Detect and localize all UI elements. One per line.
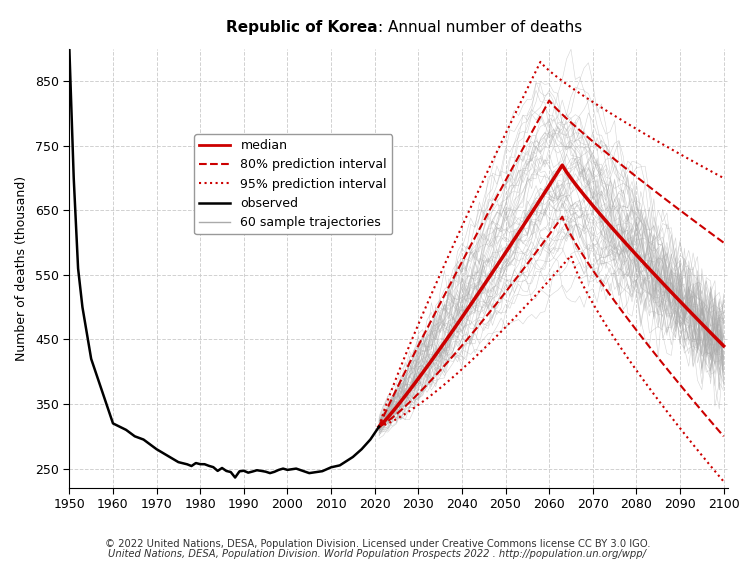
Y-axis label: Number of deaths (thousand): Number of deaths (thousand) <box>15 176 28 361</box>
Legend: median, 80% prediction interval, 95% prediction interval, observed, 60 sample tr: median, 80% prediction interval, 95% pre… <box>194 134 392 234</box>
Text: Republic of Korea: Republic of Korea <box>226 20 378 35</box>
Text: : Annual number of deaths: : Annual number of deaths <box>378 20 582 35</box>
Text: © 2022 United Nations, DESA, Population Division. Licensed under Creative Common: © 2022 United Nations, DESA, Population … <box>105 539 650 549</box>
Text: United Nations, DESA, Population Division. World Population Prospects 2022 . htt: United Nations, DESA, Population Divisio… <box>109 549 646 559</box>
